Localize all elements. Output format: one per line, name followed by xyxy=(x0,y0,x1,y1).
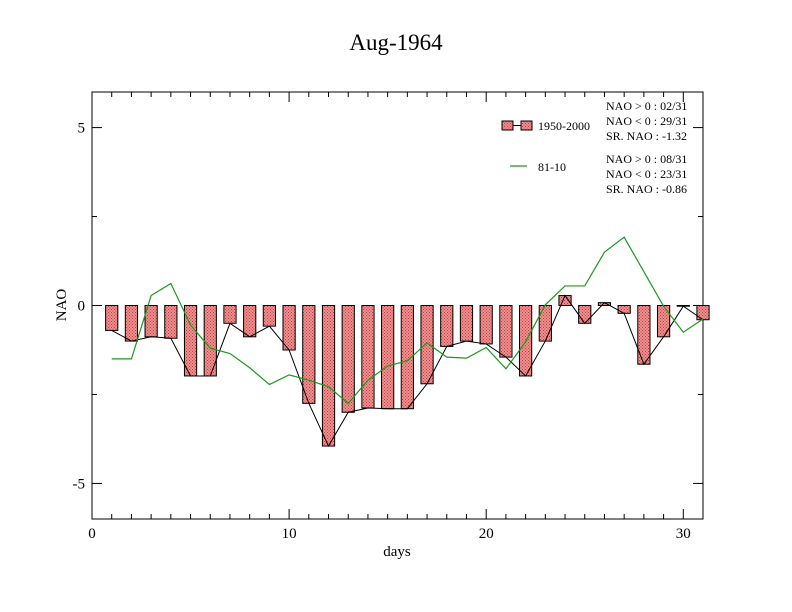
bar-day-4 xyxy=(164,305,178,339)
legend-stat-1-1: NAO > 0 : 02/31 xyxy=(606,99,687,113)
bar-day-11 xyxy=(302,305,316,404)
bar-day-31 xyxy=(696,305,710,321)
legend-stat-1-2: NAO < 0 : 29/31 xyxy=(606,114,687,128)
y-tick-label-5: 5 xyxy=(78,121,86,137)
bar-day-29 xyxy=(656,305,671,338)
legend-stat-2-3: SR. NAO : -0.86 xyxy=(606,182,687,196)
bar-day-12 xyxy=(321,305,336,447)
line-1950-2000-connector xyxy=(111,294,704,448)
x-tick-label-0: 0 xyxy=(88,526,96,542)
bar-day-13 xyxy=(341,305,355,413)
bar-day-15 xyxy=(381,305,395,410)
x-tick-label-20: 20 xyxy=(479,526,494,542)
line-series-layer xyxy=(111,236,704,448)
bar-day-2 xyxy=(124,305,139,342)
bar-day-8 xyxy=(243,305,257,338)
line-series-81-10 xyxy=(111,236,704,405)
bar-day-21 xyxy=(499,305,513,358)
legend-label-1950-2000: 1950-2000 xyxy=(538,119,590,133)
y-tick-label-0: 0 xyxy=(78,299,86,315)
bar-day-19 xyxy=(459,305,474,342)
legend-bar-swatch-left xyxy=(501,120,514,131)
bar-day-20 xyxy=(479,305,493,345)
bar-day-23 xyxy=(538,305,552,342)
x-tick-label-10: 10 xyxy=(282,526,297,542)
bar-day-1 xyxy=(105,305,119,331)
chart-title: Aug-1964 xyxy=(349,30,443,55)
bar-day-18 xyxy=(440,305,454,347)
bar-day-14 xyxy=(361,305,375,409)
y-tick-label--5: -5 xyxy=(73,476,86,492)
bar-day-28 xyxy=(637,305,651,365)
axis-ticks: 0 10 20 30 -5 0 5 xyxy=(73,92,704,542)
y-axis-label: NAO xyxy=(54,289,70,322)
x-tick-label-30: 30 xyxy=(676,526,691,542)
legend-stat-1-3: SR. NAO : -1.32 xyxy=(606,129,687,143)
legend-stat-2-1: NAO > 0 : 08/31 xyxy=(606,152,687,166)
legend-stat-2-2: NAO < 0 : 23/31 xyxy=(606,167,687,181)
legend-bar-swatch-right xyxy=(520,120,533,131)
bar-day-9 xyxy=(262,305,276,327)
bar-day-27 xyxy=(617,305,631,314)
x-axis-label: days xyxy=(383,544,411,560)
bar-day-17 xyxy=(420,305,434,385)
legend-label-81-10: 81-10 xyxy=(538,160,566,174)
bar-day-10 xyxy=(282,305,296,351)
bar-day-24 xyxy=(558,295,572,307)
legend: 1950-2000 NAO > 0 : 02/31 NAO < 0 : 29/3… xyxy=(501,99,687,196)
bar-day-25 xyxy=(578,305,592,324)
bar-day-7 xyxy=(223,305,237,324)
bar-series-1950-2000 xyxy=(105,295,710,447)
